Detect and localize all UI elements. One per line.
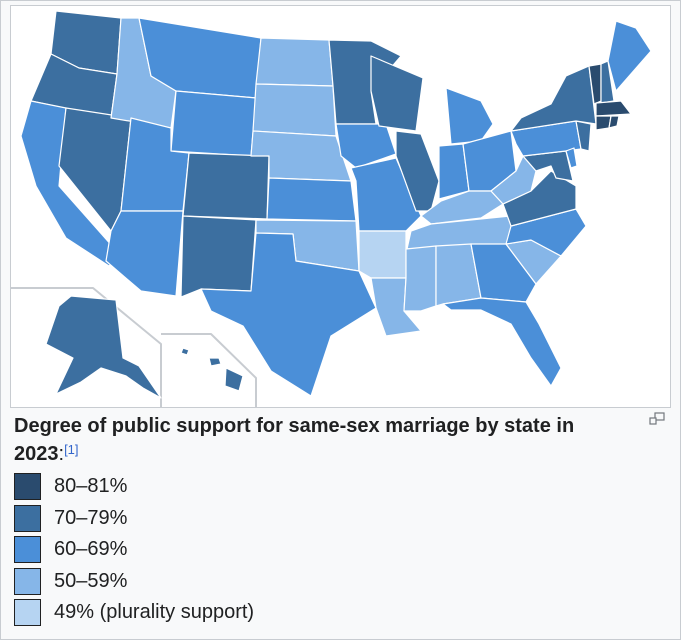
caption-title: Degree of public support for same-sex ma… <box>14 415 575 465</box>
enlarge-icon[interactable] <box>649 412 665 426</box>
map-svg <box>11 10 652 407</box>
hawaii-inset-border <box>161 333 257 407</box>
legend-label: 70–79% <box>54 506 128 529</box>
state-michigan[interactable] <box>445 87 494 145</box>
state-rhode-island[interactable] <box>608 115 620 129</box>
legend-swatch <box>14 504 41 532</box>
us-choropleth-map[interactable] <box>10 5 671 408</box>
state-arizona[interactable] <box>105 210 184 297</box>
state-texas[interactable] <box>200 232 377 397</box>
state-wisconsin[interactable] <box>370 55 424 132</box>
state-georgia[interactable] <box>470 243 537 303</box>
state-kansas[interactable] <box>266 177 357 222</box>
legend-swatch <box>14 473 41 500</box>
state-hawaii[interactable] <box>180 347 190 356</box>
state-hawaii-big-island[interactable] <box>224 367 244 392</box>
legend-label: 49% (plurality support) <box>54 601 255 623</box>
alaska-inset-border <box>11 287 162 407</box>
legend-label: 80–81% <box>54 475 128 497</box>
state-alaska[interactable] <box>45 295 162 399</box>
reference-link[interactable]: [1] <box>64 442 79 457</box>
legend-swatch <box>14 567 41 595</box>
state-colorado[interactable] <box>182 152 270 220</box>
legend-swatch <box>14 536 41 563</box>
state-south-dakota[interactable] <box>252 83 337 137</box>
map-caption: Degree of public support for same-sex ma… <box>14 412 614 468</box>
state-new-york[interactable] <box>510 65 597 132</box>
state-mississippi[interactable] <box>403 245 437 312</box>
state-iowa[interactable] <box>335 123 397 169</box>
state-hawaii-maui[interactable] <box>208 357 222 367</box>
state-wyoming[interactable] <box>170 90 257 157</box>
legend-label: 60–69% <box>54 538 128 560</box>
state-new-mexico[interactable] <box>180 215 257 298</box>
state-florida[interactable] <box>442 297 562 387</box>
state-massachusetts[interactable] <box>595 100 632 117</box>
state-arkansas[interactable] <box>358 230 407 279</box>
state-maine[interactable] <box>607 20 652 92</box>
state-delaware[interactable] <box>565 147 578 169</box>
legend-label: 50–59% <box>54 569 128 592</box>
state-north-dakota[interactable] <box>255 37 334 87</box>
caption-separator: : <box>58 443 65 465</box>
legend-swatch <box>14 599 41 626</box>
